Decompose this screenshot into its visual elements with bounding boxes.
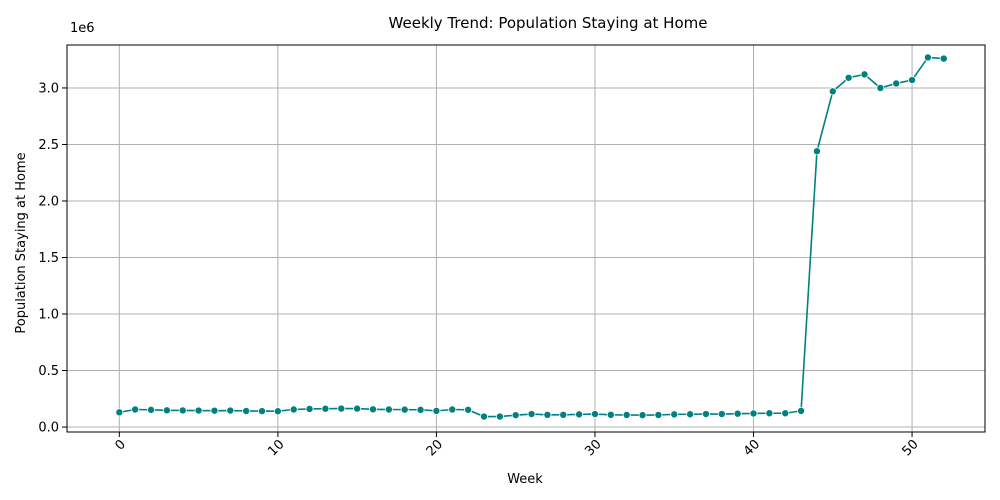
data-point [701, 410, 710, 419]
plot-frame [66, 44, 986, 433]
data-point [147, 405, 156, 414]
chart-title: Weekly Trend: Population Staying at Home [389, 14, 708, 32]
data-point [400, 405, 409, 414]
data-point [797, 406, 806, 415]
data-point [289, 405, 298, 414]
data-point [654, 410, 663, 419]
data-point [622, 410, 631, 419]
data-point [908, 76, 917, 85]
data-point [939, 54, 948, 63]
data-point [337, 404, 346, 413]
data-point [368, 405, 377, 414]
data-point [131, 405, 140, 414]
data-point [543, 410, 552, 419]
data-point [876, 83, 885, 92]
data-point [242, 406, 251, 415]
data-point [448, 405, 457, 414]
data-point [590, 410, 599, 419]
y-tick-label: 1.5 [38, 251, 59, 266]
series-population [115, 53, 948, 421]
data-point [479, 412, 488, 421]
data-point [178, 406, 187, 415]
data-point [606, 410, 615, 419]
data-point [162, 406, 171, 415]
data-point [765, 409, 774, 418]
data-point [844, 73, 853, 82]
grid [67, 45, 985, 432]
data-point [305, 404, 314, 413]
data-point [511, 411, 520, 420]
data-point [670, 410, 679, 419]
data-point [923, 53, 932, 62]
data-point [464, 405, 473, 414]
data-point [860, 70, 869, 79]
data-point [781, 409, 790, 418]
data-point [749, 409, 758, 418]
data-point [210, 406, 219, 415]
data-point [828, 87, 837, 96]
data-point [812, 147, 821, 156]
data-point [384, 405, 393, 414]
y-tick-label: 0.5 [38, 364, 59, 379]
y-axis-ticks: 0.0 0.5 1.0 1.5 2.0 2.5 3.0 [38, 81, 67, 436]
data-point [638, 411, 647, 420]
data-point [575, 410, 584, 419]
data-point [115, 408, 124, 417]
data-point [226, 406, 235, 415]
data-point [733, 409, 742, 418]
y-tick-label: 2.0 [38, 194, 59, 209]
data-point [686, 410, 695, 419]
data-point [559, 410, 568, 419]
data-point [432, 406, 441, 415]
y-tick-label: 1.0 [38, 308, 59, 323]
y-tick-label: 3.0 [38, 81, 59, 96]
data-point [416, 405, 425, 414]
y-offset-label: 1e6 [70, 21, 95, 36]
y-axis-label: Population Staying at Home [14, 152, 29, 333]
data-point [353, 404, 362, 413]
x-axis-label: Week [507, 472, 543, 487]
data-point [273, 407, 282, 416]
y-tick-label: 0.0 [38, 421, 59, 436]
y-tick-label: 2.5 [38, 138, 59, 153]
data-point [892, 79, 901, 88]
data-point [717, 410, 726, 419]
data-point [194, 406, 203, 415]
data-point [321, 404, 330, 413]
data-point [258, 407, 267, 416]
data-point [495, 412, 504, 421]
data-point [527, 410, 536, 419]
